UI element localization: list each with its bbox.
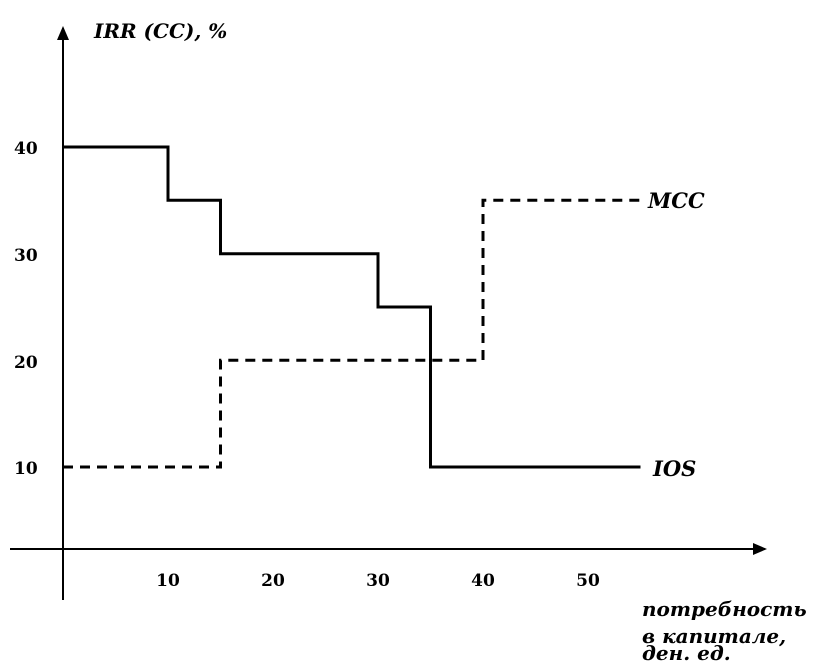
x-axis-title-line-2: в капитале, xyxy=(642,624,786,648)
series-line-ios xyxy=(63,145,641,469)
x-tick-label-10: 10 xyxy=(156,571,180,591)
x-axis-title-line-3: ден. ед. xyxy=(642,641,731,663)
y-axis-title: IRR (CC), % xyxy=(93,19,227,43)
y-tick-label-20: 20 xyxy=(14,353,38,373)
y-tick-label-10: 10 xyxy=(14,459,38,479)
series-line-mcc xyxy=(63,198,641,469)
y-tick-label-30: 30 xyxy=(14,246,38,266)
series-label-ios: IOS xyxy=(652,456,696,481)
x-tick-label-30: 30 xyxy=(366,571,390,591)
series-label-mcc: MCC xyxy=(647,188,705,213)
x-axis-title-line-1: потребность xyxy=(642,597,807,621)
x-tick-label-50: 50 xyxy=(576,571,600,591)
x-tick-label-40: 40 xyxy=(471,571,495,591)
x-tick-label-20: 20 xyxy=(261,571,285,591)
y-tick-label-40: 40 xyxy=(14,139,38,159)
